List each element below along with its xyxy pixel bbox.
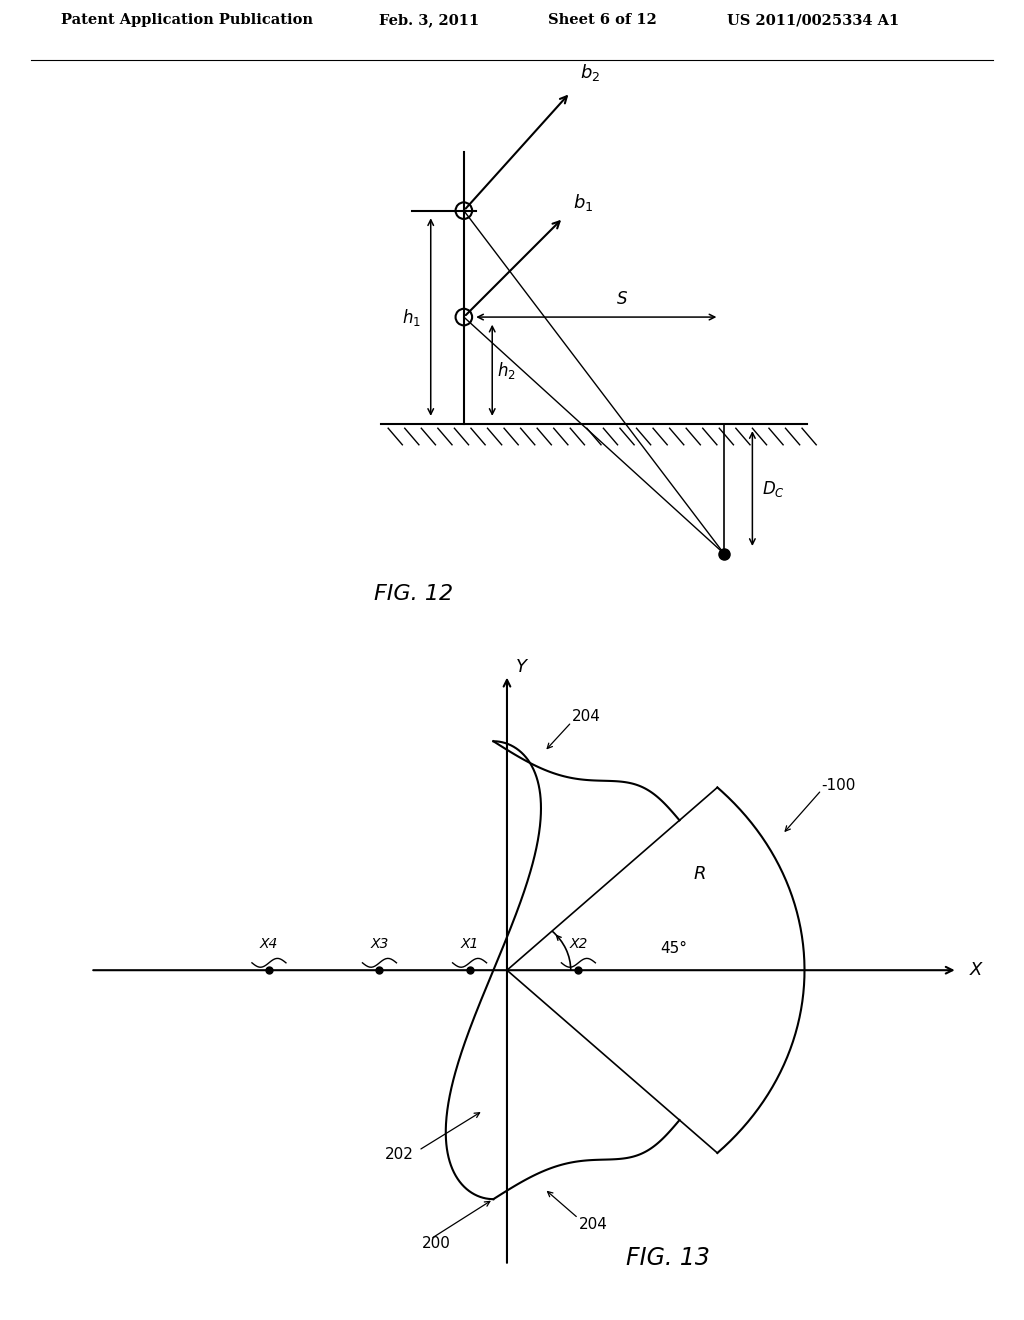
Text: X1: X1 [461, 937, 479, 950]
Text: 45°: 45° [660, 941, 687, 956]
Text: Sheet 6 of 12: Sheet 6 of 12 [548, 13, 656, 28]
Text: S: S [617, 289, 628, 308]
Text: R: R [694, 865, 707, 883]
Text: X4: X4 [260, 937, 279, 950]
Text: US 2011/0025334 A1: US 2011/0025334 A1 [727, 13, 899, 28]
Text: Y: Y [515, 659, 526, 676]
Text: 204: 204 [579, 1217, 607, 1232]
Text: Patent Application Publication: Patent Application Publication [61, 13, 313, 28]
Text: FIG. 13: FIG. 13 [626, 1246, 710, 1270]
Text: 200: 200 [422, 1236, 451, 1251]
Text: $b_2$: $b_2$ [580, 62, 600, 83]
Text: $D_C$: $D_C$ [762, 479, 784, 499]
Text: $h_1$: $h_1$ [402, 306, 421, 327]
Text: $b_1$: $b_1$ [572, 191, 593, 213]
Text: $h_2$: $h_2$ [497, 360, 516, 380]
Text: X2: X2 [569, 937, 588, 950]
Text: -100: -100 [821, 777, 856, 793]
Text: Feb. 3, 2011: Feb. 3, 2011 [379, 13, 479, 28]
Text: FIG. 12: FIG. 12 [374, 583, 453, 603]
Text: X: X [970, 961, 982, 979]
Text: 204: 204 [571, 709, 600, 723]
Text: 202: 202 [385, 1147, 414, 1163]
Text: X3: X3 [371, 937, 389, 950]
